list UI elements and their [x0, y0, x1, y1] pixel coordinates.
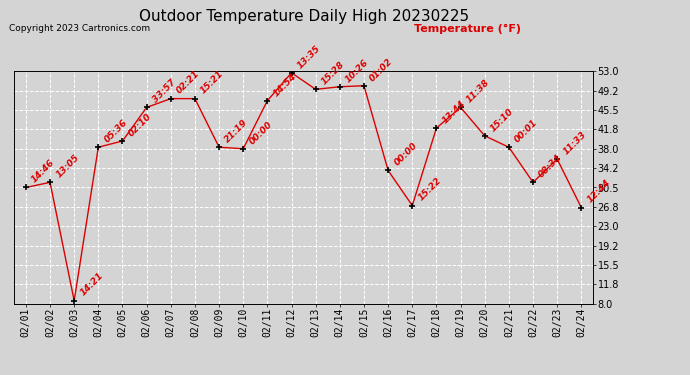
- Text: 14:46: 14:46: [30, 158, 57, 185]
- Text: 13:44: 13:44: [441, 99, 467, 125]
- Text: 05:36: 05:36: [103, 118, 129, 144]
- Text: 14:54: 14:54: [272, 71, 298, 98]
- Text: 21:19: 21:19: [224, 118, 250, 144]
- Text: 02:10: 02:10: [127, 112, 153, 138]
- Text: 02:21: 02:21: [175, 69, 201, 96]
- Text: 14:21: 14:21: [79, 271, 105, 298]
- Text: 13:35: 13:35: [296, 44, 322, 70]
- Text: 01:02: 01:02: [368, 56, 395, 83]
- Text: 00:00: 00:00: [248, 119, 274, 146]
- Text: 00:00: 00:00: [393, 141, 419, 168]
- Text: 00:01: 00:01: [513, 118, 540, 144]
- Text: 10:26: 10:26: [344, 57, 371, 84]
- Text: 33:57: 33:57: [151, 78, 177, 105]
- Text: 15:28: 15:28: [320, 60, 346, 87]
- Text: Temperature (°F): Temperature (°F): [414, 24, 521, 34]
- Text: Outdoor Temperature Daily High 20230225: Outdoor Temperature Daily High 20230225: [139, 9, 469, 24]
- Text: 15:21: 15:21: [199, 69, 226, 96]
- Text: 13:05: 13:05: [55, 153, 81, 180]
- Text: 08:34: 08:34: [538, 153, 564, 180]
- Text: 15:22: 15:22: [417, 176, 443, 203]
- Text: 11:38: 11:38: [465, 78, 491, 105]
- Text: 12:44: 12:44: [586, 178, 612, 205]
- Text: 11:33: 11:33: [562, 130, 588, 156]
- Text: 15:10: 15:10: [489, 106, 515, 133]
- Text: Copyright 2023 Cartronics.com: Copyright 2023 Cartronics.com: [9, 24, 150, 33]
